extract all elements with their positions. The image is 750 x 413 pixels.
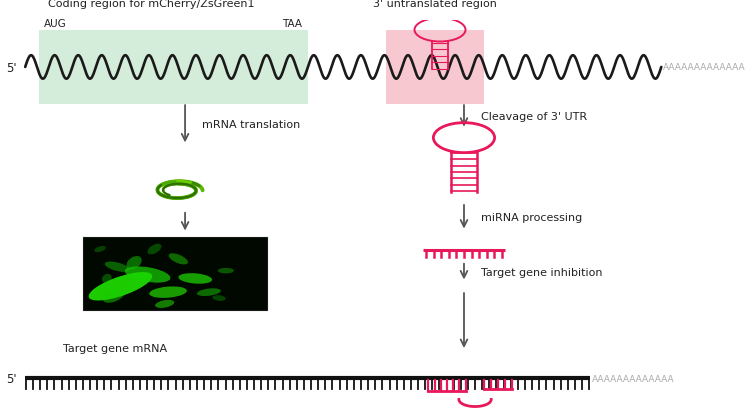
- Text: AAAAAAAAAAAAA: AAAAAAAAAAAAA: [592, 374, 674, 383]
- Ellipse shape: [149, 287, 187, 298]
- Ellipse shape: [217, 268, 234, 274]
- Ellipse shape: [155, 300, 174, 308]
- Ellipse shape: [197, 289, 220, 296]
- Bar: [83, 238, 267, 310]
- Ellipse shape: [125, 267, 170, 283]
- Bar: [39, 31, 308, 105]
- Ellipse shape: [88, 273, 152, 301]
- Text: Coding region for mCherry/ZsGreen1: Coding region for mCherry/ZsGreen1: [49, 0, 255, 9]
- Text: 3' untranslated region: 3' untranslated region: [374, 0, 497, 9]
- Ellipse shape: [105, 262, 129, 272]
- Text: AAAAAAAAAAAAA: AAAAAAAAAAAAA: [663, 63, 746, 72]
- Text: AUG: AUG: [44, 19, 67, 29]
- Text: Target gene inhibition: Target gene inhibition: [481, 267, 602, 277]
- Text: TAA: TAA: [282, 19, 302, 29]
- Text: Cleavage of 3' UTR: Cleavage of 3' UTR: [481, 112, 587, 121]
- Ellipse shape: [178, 273, 212, 284]
- Ellipse shape: [127, 256, 142, 270]
- Ellipse shape: [169, 254, 188, 265]
- Bar: [386, 31, 484, 105]
- Ellipse shape: [102, 274, 112, 283]
- Text: mRNA translation: mRNA translation: [202, 119, 300, 129]
- Text: Target gene mRNA: Target gene mRNA: [62, 343, 166, 353]
- Text: 5': 5': [6, 372, 16, 385]
- Text: miRNA processing: miRNA processing: [481, 212, 582, 222]
- Ellipse shape: [148, 244, 161, 255]
- Ellipse shape: [94, 247, 106, 253]
- Ellipse shape: [212, 295, 226, 301]
- Ellipse shape: [103, 290, 125, 303]
- Text: 5': 5': [6, 62, 16, 75]
